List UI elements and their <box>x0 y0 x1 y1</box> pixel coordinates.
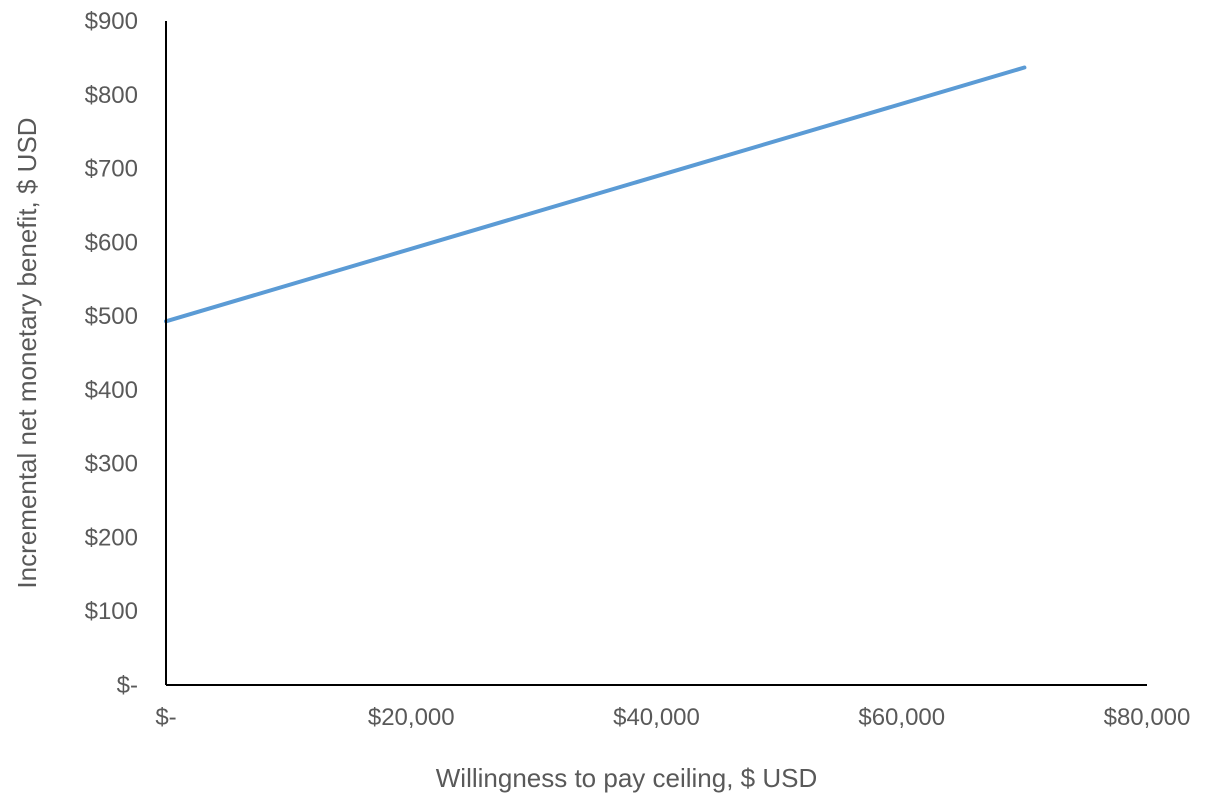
y-tick-label: $200 <box>85 524 138 551</box>
y-tick-label: $500 <box>85 303 138 330</box>
y-tick-label: $800 <box>85 82 138 109</box>
x-tick-label: $80,000 <box>1104 704 1191 731</box>
x-tick-label: $- <box>155 704 176 731</box>
y-tick-label: $400 <box>85 377 138 404</box>
y-tick-label: $- <box>117 672 138 699</box>
x-axis-title: Willingness to pay ceiling, $ USD <box>436 763 818 793</box>
series-line <box>164 65 1027 324</box>
y-axis-title: Incremental net monetary benefit, $ USD <box>12 117 42 588</box>
y-tick-labels: $- $100 $200 $300 $400 $500 $600 $700 $800 $900 <box>85 8 138 699</box>
y-tick-label: $300 <box>85 451 138 478</box>
y-tick-label: $600 <box>85 229 138 256</box>
x-tick-label: $60,000 <box>858 704 945 731</box>
x-tick-label: $20,000 <box>368 704 455 731</box>
y-tick-label: $900 <box>85 8 138 35</box>
x-tick-labels: $- $20,000 $40,000 $60,000 $80,000 <box>155 704 1190 731</box>
y-tick-label: $700 <box>85 156 138 183</box>
x-tick-label: $40,000 <box>613 704 700 731</box>
series-layer <box>164 65 1027 324</box>
y-tick-label: $100 <box>85 598 138 625</box>
